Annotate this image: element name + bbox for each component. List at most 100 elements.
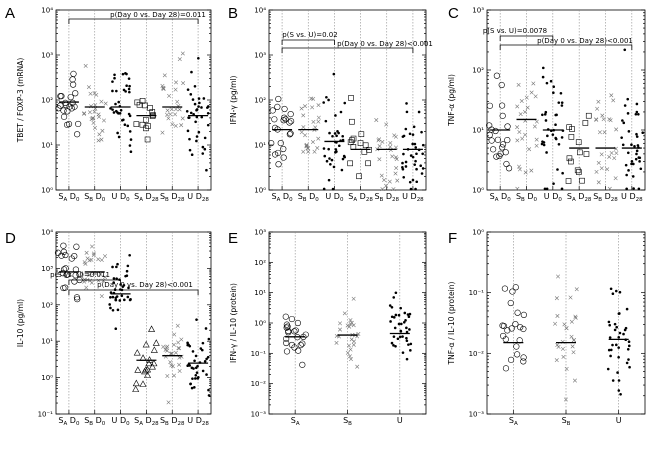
data-point: [408, 132, 412, 136]
data-point: [419, 164, 423, 168]
data-point: [636, 144, 640, 147]
data-point: [118, 299, 122, 302]
data-point: [205, 357, 208, 361]
data-point: [299, 130, 304, 135]
data-point: [619, 392, 622, 396]
data-point: [168, 360, 173, 365]
data-point: [516, 82, 521, 87]
data-point: [608, 118, 613, 123]
y-tick-label: 10³: [472, 7, 484, 15]
data-point: [566, 155, 573, 162]
x-tick-label: U: [397, 416, 403, 425]
data-point: [552, 91, 555, 95]
data-point: [280, 117, 287, 124]
data-point: [144, 136, 151, 143]
data-point: [488, 137, 495, 144]
data-point: [200, 348, 204, 352]
data-point: [103, 254, 108, 259]
data-point: [602, 130, 607, 135]
x-tick-label: U D0: [112, 192, 131, 203]
data-point: [313, 125, 318, 130]
data-point: [190, 70, 193, 74]
data-point: [401, 167, 405, 171]
data-point: [409, 154, 413, 157]
data-point: [191, 350, 195, 353]
data-point: [193, 85, 197, 88]
data-point: [98, 272, 103, 277]
data-point: [177, 107, 182, 112]
significance-bracket: [281, 47, 414, 53]
data-point: [195, 139, 198, 143]
data-point: [545, 151, 548, 154]
data-point: [195, 318, 198, 321]
data-point: [205, 168, 208, 172]
data-point: [388, 140, 393, 145]
data-point: [377, 144, 382, 149]
data-point: [88, 91, 93, 96]
data-point: [126, 295, 130, 299]
data-point: [112, 111, 116, 114]
data-point: [185, 109, 189, 113]
data-point: [527, 147, 532, 152]
data-point: [133, 349, 141, 356]
data-point: [403, 311, 407, 315]
data-point: [342, 154, 346, 158]
data-point: [376, 138, 381, 143]
data-point: [139, 121, 146, 128]
p-value-annotation: p(S vs. U)=0.02: [282, 31, 337, 39]
data-point: [124, 71, 127, 75]
data-point: [544, 119, 548, 122]
data-point: [206, 111, 210, 115]
data-point: [404, 165, 408, 168]
data-point: [62, 101, 70, 109]
y-tick-label: 10⁻¹: [469, 289, 485, 297]
data-point: [557, 101, 561, 104]
data-point: [595, 106, 600, 111]
data-point: [116, 308, 120, 312]
data-point: [579, 177, 585, 184]
data-point: [72, 90, 79, 97]
x-tick-label: SA D0: [490, 192, 512, 203]
data-point: [62, 284, 69, 291]
data-point: [576, 169, 582, 175]
data-point: [328, 157, 331, 160]
data-point: [304, 142, 309, 147]
significance-bracket: [281, 39, 335, 45]
panel-f: F 10⁻³ 10⁻² 10⁻¹ 10⁰ TNF-α / IL-10 (protein) S…: [447, 229, 646, 427]
data-point: [625, 361, 629, 365]
data-point: [625, 187, 628, 191]
data-point: [409, 187, 413, 191]
data-point: [405, 339, 409, 343]
data-point: [626, 112, 630, 115]
data-point: [413, 142, 417, 146]
data-point: [128, 253, 131, 257]
data-point: [397, 322, 401, 326]
data-point: [322, 101, 325, 104]
data-point: [92, 109, 97, 114]
data-point: [617, 355, 620, 359]
data-point: [335, 150, 338, 153]
data-point: [86, 85, 91, 90]
data-point: [414, 159, 417, 163]
data-point: [283, 348, 291, 355]
data-point: [572, 378, 577, 383]
data-point: [334, 340, 339, 345]
data-point: [350, 135, 357, 142]
data-point: [552, 182, 555, 185]
x-tick-label: U D28: [187, 416, 209, 427]
data-point: [607, 320, 611, 324]
y-tick-label: 10⁻³: [469, 411, 485, 419]
data-point: [609, 93, 614, 98]
data-point: [415, 152, 418, 156]
data-point: [609, 150, 614, 156]
data-point: [203, 147, 207, 151]
data-point: [565, 178, 572, 184]
data-point: [306, 149, 311, 154]
data-point: [351, 323, 356, 328]
data-point: [616, 371, 619, 374]
data-point: [75, 120, 82, 128]
data-point: [128, 84, 131, 88]
data-point: [129, 150, 133, 154]
data-point: [552, 85, 556, 89]
data-point: [523, 110, 528, 115]
